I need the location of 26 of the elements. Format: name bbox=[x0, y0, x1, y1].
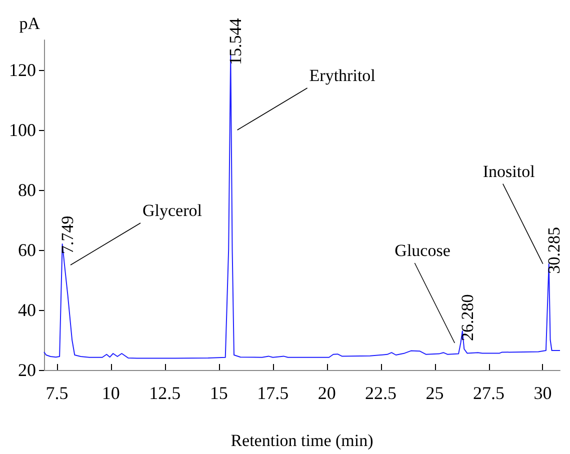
x-tick-label: 17.5 bbox=[257, 383, 289, 403]
x-tick-label: 20 bbox=[318, 383, 336, 403]
y-axis-title: pA bbox=[19, 14, 41, 33]
x-axis-title: Retention time (min) bbox=[230, 431, 374, 450]
x-tick-label: 25 bbox=[426, 383, 444, 403]
annotation: Inositol bbox=[482, 162, 536, 181]
annotation: 15.544 bbox=[226, 18, 246, 65]
y-tick-label: 20 bbox=[18, 360, 36, 380]
x-tick-label: 22.5 bbox=[365, 383, 397, 403]
annotation: Glucose bbox=[394, 241, 450, 260]
annotation: 26.280 bbox=[458, 294, 477, 341]
x-tick-label: 15 bbox=[210, 383, 228, 403]
x-tick-label: 12.5 bbox=[149, 383, 181, 403]
annotation: 30.285 bbox=[544, 227, 564, 274]
y-tick-label: 120 bbox=[9, 60, 36, 80]
y-tick-label: 80 bbox=[18, 180, 36, 200]
x-tick-label: 7.5 bbox=[46, 383, 68, 403]
annotation: 7.749 bbox=[58, 216, 77, 254]
annotation: Erythritol bbox=[309, 66, 376, 85]
y-tick-label: 40 bbox=[18, 300, 36, 320]
x-tick-label: 27.5 bbox=[473, 383, 505, 403]
y-tick-label: 60 bbox=[18, 240, 36, 260]
y-tick-label: 100 bbox=[9, 120, 36, 140]
annotation: Glycerol bbox=[142, 201, 202, 220]
x-tick-label: 30 bbox=[534, 383, 552, 403]
x-tick-label: 10 bbox=[102, 383, 120, 403]
